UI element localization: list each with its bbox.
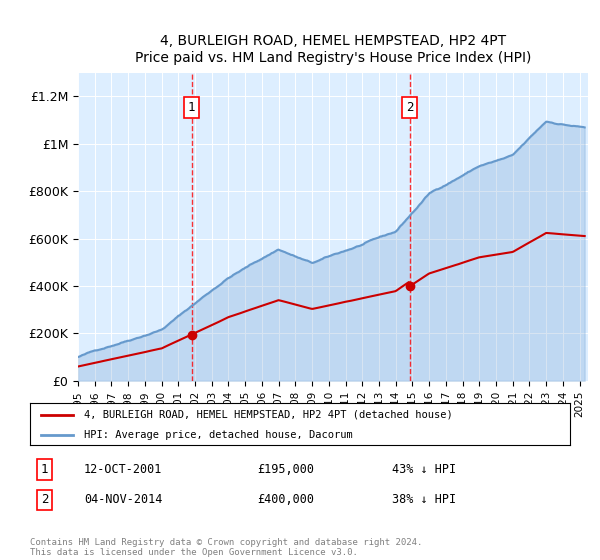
Text: 2: 2 <box>406 101 413 114</box>
Text: £195,000: £195,000 <box>257 463 314 476</box>
Text: 12-OCT-2001: 12-OCT-2001 <box>84 463 163 476</box>
Text: 1: 1 <box>188 101 195 114</box>
Text: 4, BURLEIGH ROAD, HEMEL HEMPSTEAD, HP2 4PT (detached house): 4, BURLEIGH ROAD, HEMEL HEMPSTEAD, HP2 4… <box>84 410 453 420</box>
Text: 38% ↓ HPI: 38% ↓ HPI <box>392 493 456 506</box>
Text: HPI: Average price, detached house, Dacorum: HPI: Average price, detached house, Daco… <box>84 430 353 440</box>
Text: 1: 1 <box>41 463 48 476</box>
Text: 2: 2 <box>41 493 48 506</box>
Text: Contains HM Land Registry data © Crown copyright and database right 2024.
This d: Contains HM Land Registry data © Crown c… <box>30 538 422 557</box>
Text: £400,000: £400,000 <box>257 493 314 506</box>
Title: 4, BURLEIGH ROAD, HEMEL HEMPSTEAD, HP2 4PT
Price paid vs. HM Land Registry's Hou: 4, BURLEIGH ROAD, HEMEL HEMPSTEAD, HP2 4… <box>135 35 531 65</box>
Text: 04-NOV-2014: 04-NOV-2014 <box>84 493 163 506</box>
Text: 43% ↓ HPI: 43% ↓ HPI <box>392 463 456 476</box>
